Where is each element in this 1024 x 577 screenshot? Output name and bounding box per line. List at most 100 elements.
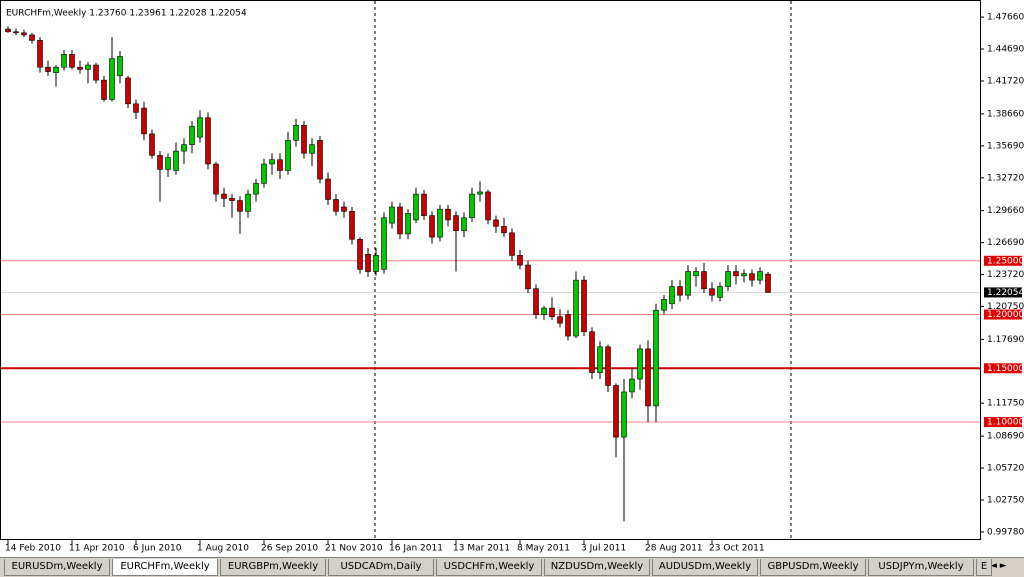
- candle-body: [373, 255, 379, 272]
- x-tick-label: 28 Aug 2011: [645, 544, 703, 554]
- x-tick-label: 3 Jul 2011: [581, 544, 626, 554]
- y-tick-label: 1.26690: [987, 238, 1024, 248]
- candle-body: [525, 264, 531, 290]
- price-level-box: [984, 417, 1022, 428]
- candle-body: [277, 159, 283, 171]
- chart-header: EURCHFm,Weekly 1.23760 1.23961 1.22028 1…: [6, 9, 247, 19]
- candle-body: [13, 31, 19, 34]
- y-tick-label: 1.08690: [987, 432, 1024, 442]
- candle-body: [541, 307, 547, 315]
- chart-tab[interactable]: E: [976, 559, 992, 576]
- y-tick-label: 1.23720: [987, 270, 1024, 280]
- candle-body: [197, 117, 203, 138]
- candle-body: [429, 215, 435, 238]
- candle-body: [21, 32, 27, 36]
- x-tick-label: 23 Oct 2011: [709, 544, 765, 554]
- y-tick-label: 1.05720: [987, 464, 1024, 474]
- candle-body: [493, 219, 499, 227]
- y-tick-label: 1.47660: [987, 13, 1024, 23]
- candle-body: [637, 348, 643, 380]
- candle-body: [181, 144, 187, 152]
- candle-body: [269, 159, 275, 165]
- chart-tab[interactable]: NZDUSDm,Weekly: [544, 559, 650, 576]
- chart-tab[interactable]: EURUSDm,Weekly: [4, 559, 110, 576]
- candle-body: [405, 213, 411, 235]
- candle-body: [5, 28, 11, 33]
- candle-body: [293, 124, 299, 141]
- chart-tab[interactable]: AUDUSDm,Weekly: [652, 559, 758, 576]
- candle-body: [173, 150, 179, 171]
- candle-body: [229, 198, 235, 201]
- candle-body: [125, 77, 131, 105]
- y-tick-label: 1.35690: [987, 141, 1024, 151]
- chart-tab[interactable]: EURCHFm,Weekly: [112, 559, 218, 576]
- candle-body: [717, 286, 723, 298]
- chart-tab[interactable]: EURGBPm,Weekly: [220, 559, 326, 576]
- candle-body: [61, 54, 67, 68]
- candle-body: [93, 64, 99, 81]
- price-level-box: [984, 309, 1022, 320]
- candle-body: [381, 217, 387, 270]
- candle-body: [341, 206, 347, 212]
- candle-body: [189, 126, 195, 145]
- candle-body: [677, 286, 683, 296]
- candle-body: [573, 279, 579, 337]
- candle-body: [29, 34, 35, 41]
- candle-body: [389, 206, 395, 224]
- candle-body: [213, 163, 219, 195]
- candle-body: [421, 193, 427, 216]
- candle-body: [397, 206, 403, 235]
- price-level-label: 1.15000: [987, 364, 1024, 374]
- candle-body: [301, 124, 307, 154]
- candle-body: [285, 140, 291, 171]
- candle-body: [589, 331, 595, 373]
- y-tick-label: 1.44690: [987, 45, 1024, 55]
- tab-bar: ◄ ► EURUSDm,Weekly EURCHFm,Weekly EURGBPm,…: [0, 557, 1024, 577]
- x-tick-label: 26 Sep 2010: [261, 544, 318, 554]
- candle-body: [453, 215, 459, 231]
- x-tick-label: 1 Aug 2010: [197, 544, 249, 554]
- chart-tab[interactable]: USDJPYm,Weekly: [868, 559, 974, 576]
- candle-body: [317, 140, 323, 180]
- candle-body: [221, 193, 227, 199]
- y-tick-label: 1.17690: [987, 335, 1024, 345]
- candle-body: [37, 40, 43, 68]
- candle-body: [101, 79, 107, 100]
- chart-tab[interactable]: USDCHFm,Weekly: [436, 559, 542, 576]
- candle-body: [509, 232, 515, 256]
- price-level-label: 1.20000: [987, 310, 1024, 320]
- y-tick-label: 1.32720: [987, 173, 1024, 183]
- candle-body: [661, 299, 667, 311]
- x-tick-label: 13 Mar 2011: [453, 544, 510, 554]
- candle-body: [613, 385, 619, 438]
- candle-body: [357, 238, 363, 270]
- candle-body: [349, 211, 355, 240]
- y-tick-label: 1.02750: [987, 496, 1024, 506]
- y-tick-label: 1.38660: [987, 109, 1024, 119]
- price-level-box: [984, 363, 1022, 374]
- candle-body: [77, 66, 83, 70]
- candle-body: [565, 314, 571, 337]
- tab-nav[interactable]: ◄ ►: [990, 561, 1007, 571]
- candle-body: [469, 193, 475, 219]
- candle-body: [621, 391, 627, 438]
- plot-frame: [0, 0, 981, 540]
- candle-body: [597, 346, 603, 373]
- chart-tab[interactable]: USDCADm,Daily: [328, 559, 434, 576]
- candle-body: [413, 193, 419, 221]
- candle-body: [253, 183, 259, 195]
- current-price-label: 1.22054: [987, 288, 1024, 298]
- candle-body: [765, 273, 771, 293]
- candle-body: [133, 103, 139, 113]
- candle-body: [309, 144, 315, 154]
- chart-tab[interactable]: GBPUSDm,Weekly: [760, 559, 866, 576]
- candle-body: [693, 271, 699, 277]
- candle-body: [653, 309, 659, 407]
- candle-body: [237, 200, 243, 212]
- candle-body: [69, 54, 75, 68]
- y-tick-label: 0.99780: [987, 527, 1024, 537]
- candle-body: [109, 58, 115, 100]
- y-tick-label: 1.11750: [987, 399, 1024, 409]
